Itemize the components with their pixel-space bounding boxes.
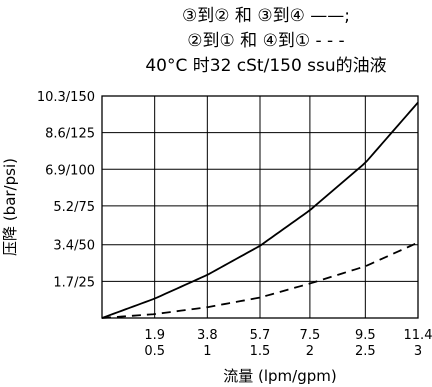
chart-title: ③到② 和 ③到④ ——; ②到① 和 ④到① - - - 40°C 时32 c… bbox=[145, 6, 386, 76]
series-line-dashed bbox=[101, 241, 419, 319]
chart-title-line-1: ③到② 和 ③到④ ——; bbox=[182, 6, 350, 26]
x-tick-labels: 1.90.5 3.81 5.71.5 7.52 9.52.5 11.43 bbox=[144, 328, 432, 359]
x-tick-label-secondary: 3 bbox=[414, 344, 422, 359]
x-tick-label-primary: 9.5 bbox=[355, 328, 376, 343]
x-tick-label-primary: 11.4 bbox=[404, 328, 432, 343]
y-tick-label: 1.7/25 bbox=[53, 275, 95, 290]
x-tick-label-secondary: 0.5 bbox=[144, 344, 165, 359]
y-tick-label: 3.4/50 bbox=[53, 239, 95, 254]
x-tick-label-secondary: 2.5 bbox=[355, 344, 376, 359]
y-tick-label: 10.3/150 bbox=[37, 90, 95, 105]
x-tick-label-secondary: 1.5 bbox=[250, 344, 271, 359]
y-axis-label: 压降 (bar/psi) bbox=[1, 158, 19, 256]
y-tick-labels: 1.7/25 3.4/50 5.2/75 6.9/100 8.6/125 10.3/150 bbox=[37, 90, 95, 290]
y-tick-label: 6.9/100 bbox=[45, 163, 95, 178]
chart-title-line-3: 40°C 时32 cSt/150 ssu的油液 bbox=[145, 56, 386, 76]
x-tick-label-secondary: 2 bbox=[306, 344, 314, 359]
x-tick-label-primary: 1.9 bbox=[144, 328, 165, 343]
y-tick-label: 8.6/125 bbox=[45, 127, 95, 142]
plot-frame bbox=[101, 95, 419, 319]
x-tick-label-primary: 3.8 bbox=[197, 328, 218, 343]
chart-title-line-2: ②到① 和 ④到① - - - bbox=[187, 31, 344, 51]
x-tick-label-secondary: 1 bbox=[203, 344, 211, 359]
series-line-solid bbox=[101, 101, 419, 319]
series-layer bbox=[101, 101, 419, 319]
x-tick-label-primary: 5.7 bbox=[250, 328, 271, 343]
x-tick-label-primary: 7.5 bbox=[300, 328, 321, 343]
grid bbox=[102, 96, 418, 318]
x-axis-label: 流量 (lpm/gpm) bbox=[223, 367, 336, 385]
y-tick-label: 5.2/75 bbox=[53, 200, 95, 215]
